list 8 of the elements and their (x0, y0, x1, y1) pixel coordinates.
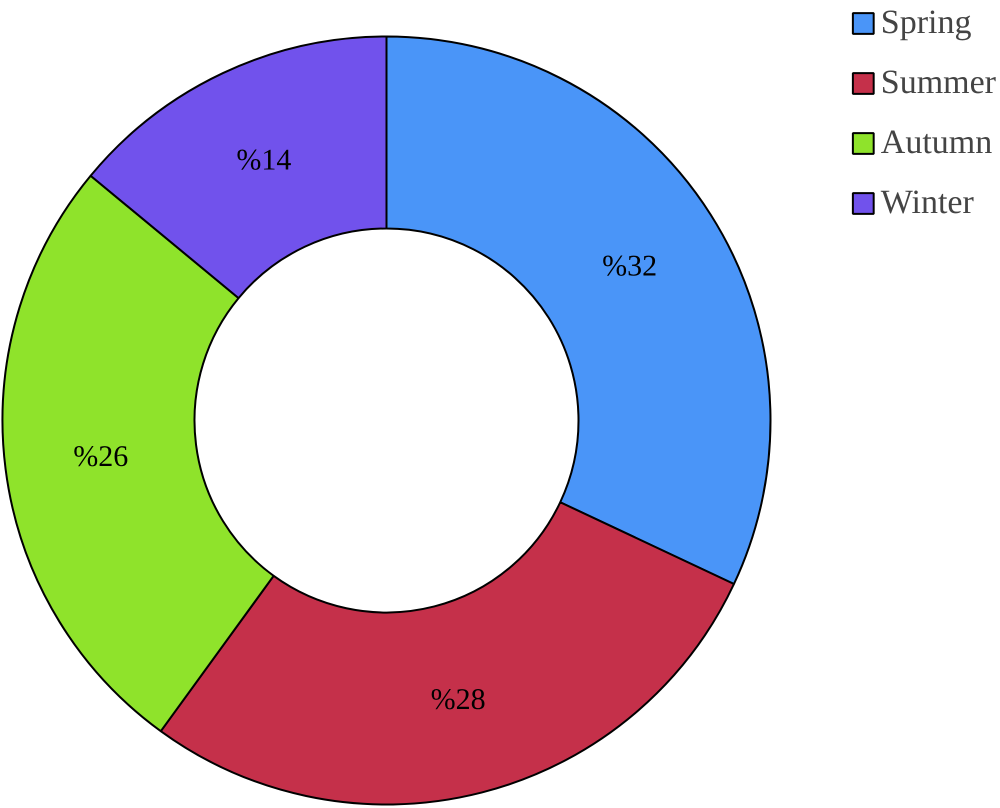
data-label: %28 (430, 682, 486, 716)
data-label: %14 (236, 143, 292, 176)
data-label: %32 (602, 250, 658, 283)
legend-label: Spring (880, 4, 972, 42)
data-label: %26 (73, 440, 128, 474)
legend-label: Autumn (880, 124, 992, 162)
legend-label: Winter (880, 184, 974, 222)
legend-label: Summer (880, 64, 996, 102)
